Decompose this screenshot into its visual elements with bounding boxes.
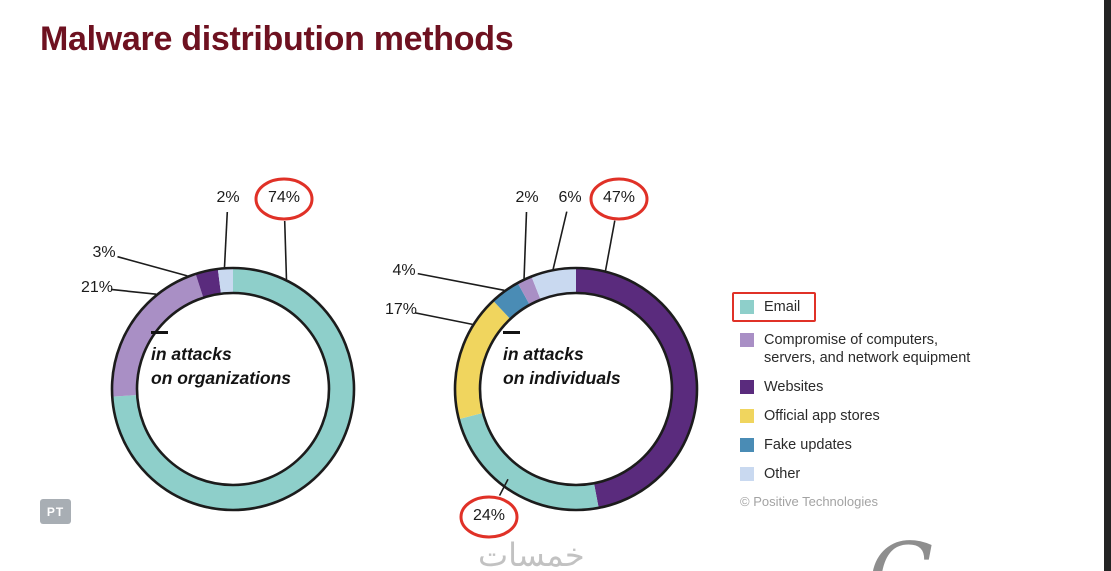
chart-center-label-individuals: in attacks on individuals [503, 331, 678, 390]
segment-value-label: 2% [216, 189, 240, 206]
chart-center-label-organizations: in attacks on organizations [151, 331, 326, 390]
label-leader-line [117, 255, 188, 277]
donut-segment [517, 276, 541, 305]
center-dash [151, 331, 168, 334]
label-leader-line [523, 211, 528, 279]
segment-value-label: 6% [558, 189, 582, 206]
center-dash [503, 331, 520, 334]
donut-segment [576, 268, 697, 508]
right-edge-strip [1104, 0, 1111, 571]
legend: Email Compromise of computers, servers, a… [732, 292, 1040, 509]
legend-copyright: © Positive Technologies [740, 494, 878, 509]
donut-outer-outline [110, 266, 356, 512]
legend-label: Compromise of computers, servers, and ne… [764, 332, 971, 366]
center-line-2: on individuals [503, 367, 621, 388]
segment-value-label: 17% [384, 301, 418, 318]
legend-item-fake-updates: Fake updates [740, 436, 1040, 454]
label-leader-line [498, 478, 509, 496]
highlight-circle [589, 177, 649, 221]
legend-swatch [740, 380, 754, 394]
label-leader-line [604, 220, 616, 271]
highlight-circle [459, 495, 519, 539]
donut-inner-outline [135, 291, 331, 487]
label-leader-line [283, 220, 288, 280]
donut-segment [531, 268, 576, 300]
center-line-1: in attacks [503, 344, 584, 364]
legend-swatch [740, 409, 754, 423]
donut-segment [112, 273, 204, 397]
legend-item-official-app-stores: Official app stores [740, 407, 1040, 425]
segment-value-label: 2% [515, 189, 539, 206]
watermark-text: خمسات [478, 536, 585, 571]
legend-item-compromise-of-computers-server: Compromise of computers, servers, and ne… [740, 331, 1040, 367]
center-line-2: on organizations [151, 367, 291, 388]
donut-segment [195, 268, 221, 298]
segment-value-label: 4% [392, 262, 416, 279]
label-leader-line [552, 211, 568, 270]
page-title: Malware distribution methods [40, 20, 514, 58]
segment-value-label: 47% [602, 189, 636, 206]
donut-outer-outline [453, 266, 699, 512]
label-leader-line [223, 211, 229, 268]
legend-swatch [740, 333, 754, 347]
label-leader-line [417, 272, 505, 292]
highlight-circle [254, 177, 314, 221]
donut-segment [455, 300, 511, 420]
segment-value-label: 74% [267, 189, 301, 206]
legend-swatch [740, 467, 754, 481]
pt-logo: PT [40, 499, 71, 524]
legend-label: Official app stores [764, 408, 880, 424]
donut-segment [458, 412, 599, 510]
legend-label: Websites [764, 379, 824, 395]
label-leader-line [110, 288, 157, 295]
legend-swatch [740, 438, 754, 452]
donut-inner-outline [478, 291, 674, 487]
legend-label: Email [764, 299, 801, 315]
segment-value-label: 3% [92, 244, 116, 261]
segment-value-label: 24% [472, 507, 506, 524]
legend-item-other: Other [740, 465, 1040, 483]
legend-swatch [740, 300, 754, 314]
legend-item-websites: Websites [740, 378, 1040, 396]
center-line-1: in attacks [151, 344, 232, 364]
legend-item-email: Email [732, 292, 817, 322]
segment-value-label: 21% [80, 279, 114, 296]
donut-segment [217, 268, 233, 294]
legend-label: Other [764, 466, 801, 482]
partial-letter-g: G [868, 532, 935, 571]
legend-items: Email Compromise of computers, servers, a… [732, 292, 1040, 483]
legend-label: Fake updates [764, 437, 852, 453]
label-leader-line [414, 311, 473, 326]
